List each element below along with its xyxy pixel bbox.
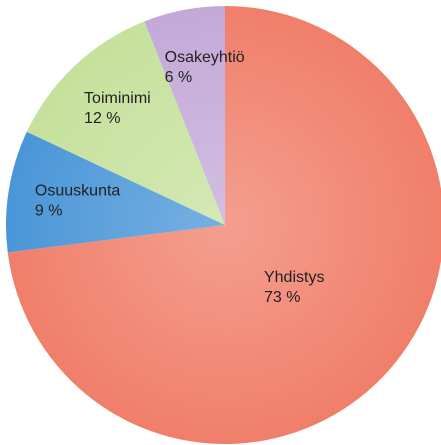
slice-label: Toiminimi (84, 90, 151, 107)
slice-value: 12 % (84, 110, 120, 127)
slice-value: 6 % (165, 69, 193, 86)
slice-label: Yhdistys (264, 269, 324, 286)
slice-value: 9 % (35, 203, 63, 220)
slice-value: 73 % (264, 289, 300, 306)
slice-label: Osakeyhtiö (165, 49, 245, 66)
slice-label: Osuuskunta (35, 183, 120, 200)
